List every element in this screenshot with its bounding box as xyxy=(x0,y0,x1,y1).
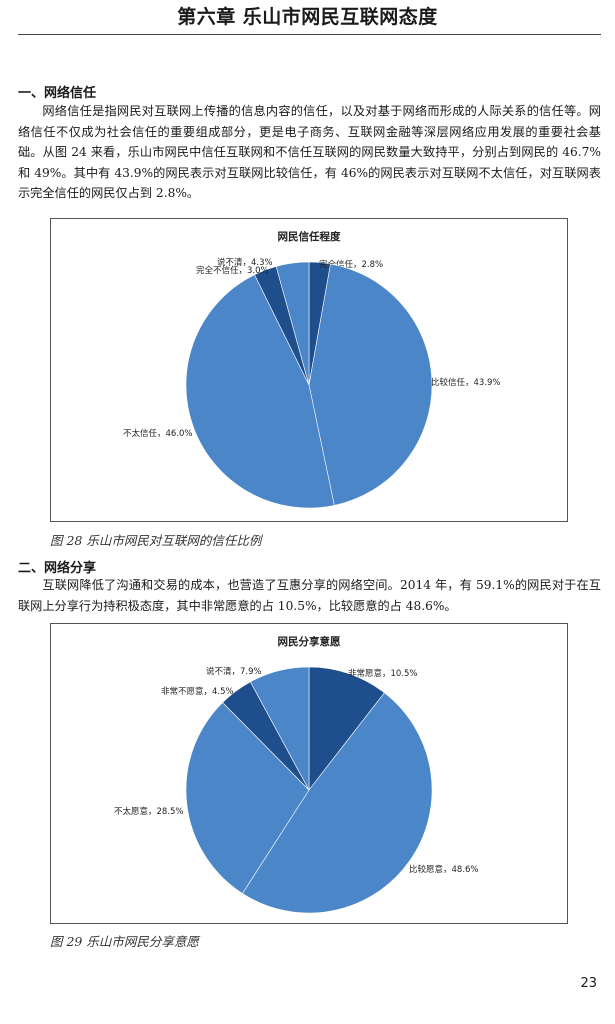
slice-label: 非常愿意，10.5% xyxy=(348,668,418,679)
page-number: 23 xyxy=(580,976,597,991)
slice-label: 完全不信任，3.0% xyxy=(196,265,269,276)
chart-title: 网民信任程度 xyxy=(278,230,341,243)
slice-label: 说不清，7.9% xyxy=(206,666,262,677)
section-heading-share: 二、网络分享 xyxy=(18,561,97,576)
pie-slice xyxy=(308,263,433,506)
slice-label: 非常不愿意，4.5% xyxy=(161,686,234,697)
paragraph-trust: 网络信任是指网民对互联网上传播的信息内容的信任，以及对基于网络而形成的人际关系的… xyxy=(18,104,601,201)
slice-label: 完全信任，2.8% xyxy=(319,259,383,270)
pie-slice xyxy=(250,666,310,791)
chart-box-trust: 网民信任程度完全信任，2.8% 比较信任，43.9% 不太信任，46.0% 完全不信任… xyxy=(50,218,568,522)
pie-slice xyxy=(185,702,310,894)
figure-caption-trust: 图 28 乐山市网民对互联网的信任比例 xyxy=(50,533,262,548)
section-heading-trust: 一、网络信任 xyxy=(18,86,97,101)
figure-caption-share: 图 29 乐山市网民分享意愿 xyxy=(50,934,199,949)
slice-label: 不太信任，46.0% xyxy=(123,428,193,439)
slice-label: 比较信任，43.9% xyxy=(431,377,501,388)
slice-label: 不太愿意，28.5% xyxy=(114,806,184,817)
chart-title: 网民分享意愿 xyxy=(278,635,341,648)
pie-slice xyxy=(308,666,385,791)
paragraph-share: 互联网降低了沟通和交易的成本，也营造了互惠分享的网络空间。2014 年，有 59… xyxy=(18,578,601,613)
slice-label: 比较愿意，48.6% xyxy=(409,864,479,875)
chart-box-share: 网民分享意愿非常愿意，10.5% 比较愿意，48.6% 不太愿意，28.5% 非常不愿… xyxy=(50,623,568,924)
pie-slice xyxy=(242,692,433,914)
slice-label: 说不清，4.3% xyxy=(217,257,273,268)
chapter-title: 第六章 乐山市网民互联网态度 xyxy=(177,6,438,28)
header-rule xyxy=(18,34,601,35)
pie-slice xyxy=(185,274,335,509)
pie-slice xyxy=(275,261,310,386)
